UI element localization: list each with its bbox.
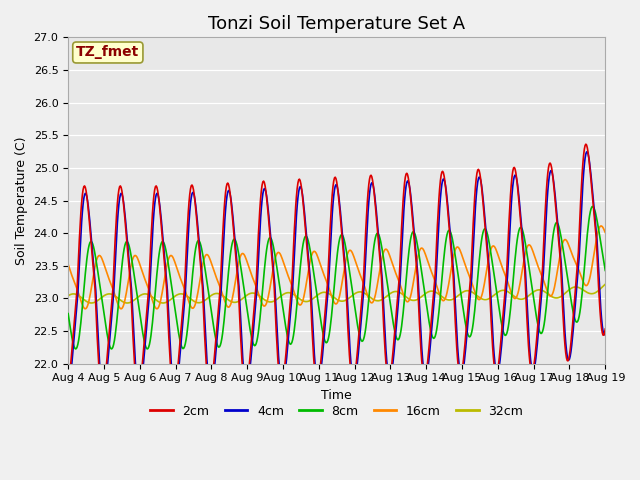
16cm (553, 272, 561, 277)
32cm (602, 281, 609, 287)
4cm (553, 210, 561, 216)
32cm (329, 294, 337, 300)
2cm (553, 216, 561, 222)
8cm (435, 316, 442, 322)
32cm (435, 291, 442, 297)
Line: 8cm: 8cm (68, 206, 605, 349)
4cm (435, 231, 442, 237)
16cm (64, 262, 72, 267)
2cm (64, 384, 72, 389)
4cm (99, 388, 107, 394)
16cm (602, 230, 609, 236)
16cm (206, 256, 214, 262)
8cm (553, 220, 561, 226)
2cm (329, 184, 337, 190)
2cm (381, 350, 389, 356)
Line: 2cm: 2cm (68, 144, 605, 391)
2cm (99, 388, 106, 394)
Title: Tonzi Soil Temperature Set A: Tonzi Soil Temperature Set A (208, 15, 465, 33)
2cm (602, 326, 609, 332)
2cm (582, 141, 589, 147)
Line: 4cm: 4cm (68, 152, 605, 391)
16cm (183, 293, 191, 299)
4cm (206, 384, 214, 390)
4cm (64, 387, 72, 393)
16cm (381, 247, 389, 252)
32cm (381, 295, 389, 300)
32cm (88, 300, 95, 306)
2cm (183, 236, 191, 242)
8cm (64, 311, 72, 316)
Line: 16cm: 16cm (68, 226, 605, 309)
8cm (602, 267, 609, 273)
Legend: 2cm, 4cm, 8cm, 16cm, 32cm: 2cm, 4cm, 8cm, 16cm, 32cm (145, 400, 529, 423)
32cm (553, 295, 561, 301)
4cm (602, 331, 609, 336)
Text: TZ_fmet: TZ_fmet (76, 46, 140, 60)
16cm (597, 223, 605, 229)
2cm (206, 387, 214, 393)
16cm (329, 297, 337, 303)
8cm (589, 204, 596, 209)
Line: 32cm: 32cm (68, 284, 605, 303)
4cm (583, 149, 591, 155)
16cm (81, 306, 89, 312)
32cm (183, 293, 191, 299)
8cm (329, 298, 337, 303)
8cm (72, 346, 79, 352)
Y-axis label: Soil Temperature (C): Soil Temperature (C) (15, 136, 28, 265)
4cm (183, 260, 191, 265)
X-axis label: Time: Time (321, 389, 352, 402)
16cm (435, 288, 442, 293)
32cm (206, 294, 214, 300)
8cm (183, 332, 191, 338)
4cm (381, 335, 389, 341)
4cm (329, 201, 337, 207)
8cm (381, 266, 389, 272)
2cm (435, 208, 442, 214)
32cm (64, 293, 72, 299)
8cm (206, 299, 214, 305)
